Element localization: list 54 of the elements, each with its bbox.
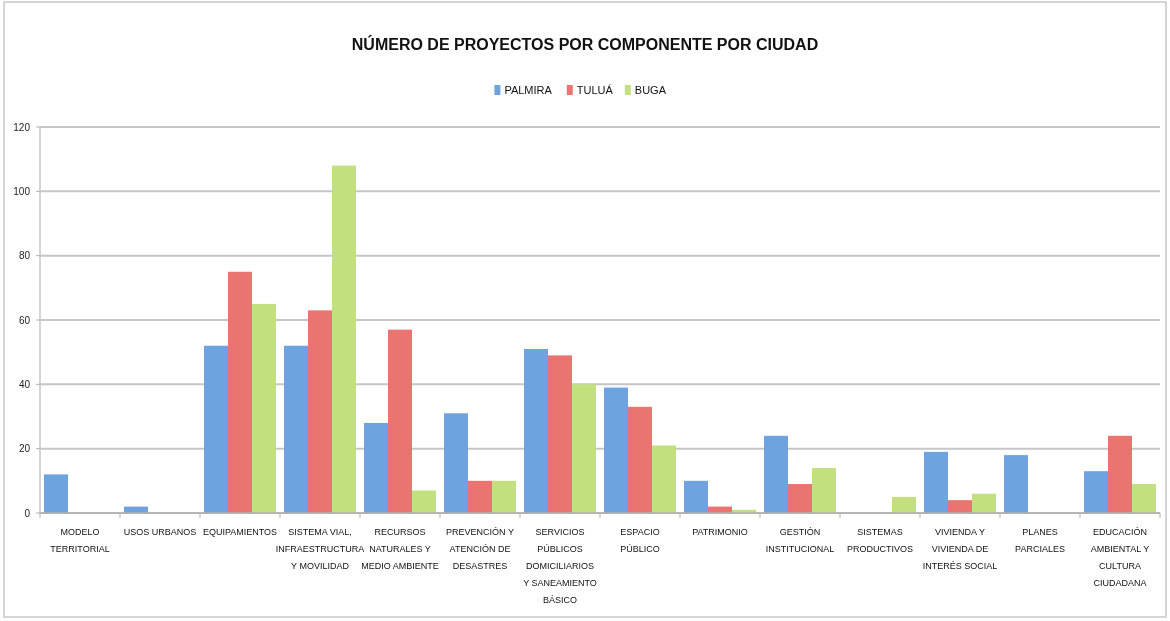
chart-title: NÚMERO DE PROYECTOS POR COMPONENTE POR CIUDAD (351, 35, 819, 53)
bar (788, 484, 812, 513)
x-tick-label: EDUCACIÓN AMBIENTAL Y CULTURA CIUDADANA (1090, 527, 1150, 588)
bar (684, 480, 708, 513)
bar (764, 435, 788, 513)
x-tick-label: PATRIMONIO (692, 527, 748, 537)
bar (492, 480, 516, 513)
bar (228, 271, 252, 513)
bar (444, 413, 468, 513)
x-tick-label: PREVENCIÓN Y ATENCIÓN DE DESASTRES (446, 527, 514, 571)
bar (332, 165, 356, 513)
x-tick-label: EQUIPAMIENTOS (202, 527, 278, 537)
x-tick-label: SERVICIOS PÚBLICOS DOMICILIARIOS Y SANEAMIENTO BÁSICO (523, 527, 597, 605)
bar (468, 480, 492, 513)
x-tick-label: PLANES PARCIALES (1015, 527, 1065, 554)
bar (548, 355, 572, 513)
bar (252, 303, 276, 513)
bar (44, 474, 68, 513)
bar (604, 387, 628, 513)
legend-label: PALMIRA (504, 83, 553, 96)
bar (652, 445, 676, 513)
bar (308, 310, 332, 513)
y-tick-label: 100 (13, 185, 31, 197)
bar (924, 451, 948, 513)
x-tick-label: USOS URBANOS (123, 527, 197, 537)
bar (572, 384, 596, 513)
bar (628, 406, 652, 513)
y-tick-label: 20 (18, 443, 31, 455)
bar (948, 500, 972, 513)
y-tick-label: 40 (18, 378, 31, 390)
bar (412, 490, 436, 513)
x-tick-label: VIVIENDA Y VIVIENDA DE INTERÉS SOCIAL (922, 527, 998, 571)
bar (284, 345, 308, 513)
legend-label: TULUÁ (576, 83, 614, 96)
bar (892, 496, 916, 513)
bar (1108, 435, 1132, 513)
bar (1132, 484, 1156, 513)
bar (364, 422, 388, 513)
x-tick-label: MODELO TERRITORIAL (50, 527, 110, 554)
bar (388, 329, 412, 513)
x-tick-label: GESTIÓN INSTITUCIONAL (765, 527, 835, 554)
legend-label: BUGA (634, 83, 667, 96)
bar (972, 493, 996, 513)
bar (812, 467, 836, 513)
y-tick-label: 0 (24, 507, 31, 519)
bar (204, 345, 228, 513)
y-tick-label: 80 (18, 250, 31, 262)
bar (1084, 471, 1108, 513)
x-tick-label: SISTEMAS PRODUCTIVOS (846, 527, 914, 554)
x-tick-label: ESPACIO PÚBLICO (620, 527, 660, 554)
y-tick-label: 60 (18, 314, 31, 326)
bar (1004, 455, 1028, 513)
bar (524, 348, 548, 513)
y-tick-label: 120 (13, 121, 31, 133)
